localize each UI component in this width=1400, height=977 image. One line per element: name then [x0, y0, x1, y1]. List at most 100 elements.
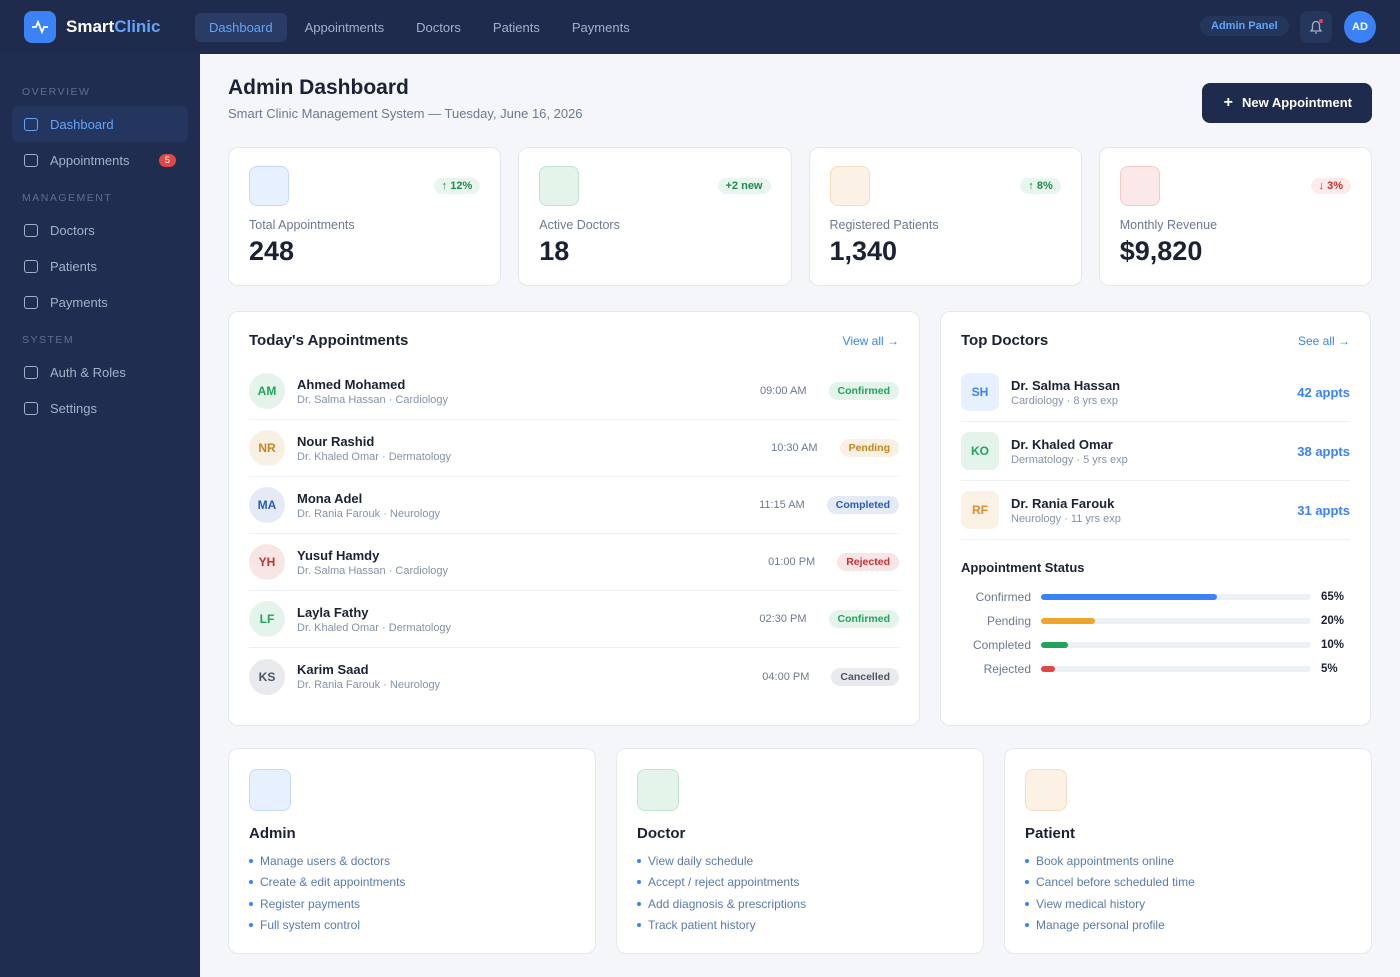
- role-feature: Track patient history: [637, 915, 963, 937]
- icon: [24, 153, 38, 167]
- section-title: MANAGEMENT: [22, 192, 113, 204]
- sidebar-group: MANAGEMENT Doctors Patients Payments: [0, 192, 200, 320]
- doctor-info: Dr. Salma Hassan Cardiology · 8 yrs exp: [1011, 378, 1120, 407]
- role-feature: Cancel before scheduled time: [1025, 872, 1351, 894]
- nav-link[interactable]: Doctors: [416, 20, 461, 35]
- doctor-row[interactable]: SH Dr. Salma Hassan Cardiology · 8 yrs exp…: [961, 363, 1350, 422]
- nav-link[interactable]: Patients: [492, 20, 540, 35]
- status-name: Pending: [986, 614, 1031, 628]
- badge: 5: [158, 153, 176, 167]
- appointment-row[interactable]: YH Yusuf Hamdy Dr. Salma Hassan · Cardiolo…: [249, 534, 899, 591]
- item-label: Dashboard: [50, 116, 114, 132]
- appointment-row[interactable]: AM Ahmed Mohamed Dr. Salma Hassan · Cardio…: [249, 363, 899, 420]
- sidebar-item[interactable]: Auth & Roles: [12, 354, 188, 390]
- doctor-row[interactable]: RF Dr. Rania Farouk Neurology · 11 yrs exp…: [961, 481, 1350, 540]
- appointment-row[interactable]: LF Layla Fathy Dr. Khaled Omar · Dermatolo…: [249, 591, 899, 648]
- stat-change: ↓ 3%: [1310, 178, 1351, 194]
- role-card: Admin Manage users & doctors Create & edit…: [228, 748, 596, 954]
- item-label: Payments: [50, 294, 108, 310]
- page-subtitle: Smart Clinic Management System — Tuesday…: [228, 106, 583, 121]
- doctor-appts: 31 appts: [1297, 502, 1350, 518]
- status-percent: 10%: [1321, 639, 1345, 651]
- patient-info: Yusuf Hamdy Dr. Salma Hassan · Cardiology: [297, 548, 448, 577]
- role-title: Patient: [1025, 825, 1076, 842]
- stat-icon: [829, 166, 870, 206]
- notifications[interactable]: [1300, 11, 1332, 43]
- patient-avatar: KS: [249, 658, 285, 695]
- appointment-detail: Dr. Salma Hassan · Cardiology: [297, 564, 449, 577]
- nav-link[interactable]: Dashboard: [195, 13, 287, 42]
- logo[interactable]: [24, 11, 56, 43]
- topbar: SmartClinic Dashboard Appointments Doctors…: [0, 0, 1400, 54]
- patient-avatar: AM: [249, 373, 285, 409]
- doctor-appts: 38 appts: [1297, 443, 1350, 459]
- role-feature: Manage personal profile: [1025, 915, 1351, 937]
- status-row: Pending 20%: [961, 609, 1350, 633]
- appointments-card: Today's Appointments View all → AM Ahmed M…: [228, 311, 920, 726]
- avatar[interactable]: AD: [1344, 11, 1376, 43]
- new-appointment[interactable]: + New Appointment: [1201, 83, 1372, 123]
- stat-card: ↑ 12% Total Appointments 248: [228, 147, 502, 286]
- sidebar-item[interactable]: Doctors: [12, 212, 188, 248]
- status-percent: 65%: [1321, 591, 1345, 603]
- status-bar: [1041, 642, 1068, 648]
- stat-change: +2 new: [717, 178, 771, 194]
- sidebar-item[interactable]: Appointments 5: [12, 142, 188, 178]
- role-feature: Full system control: [249, 915, 575, 937]
- item-label: Settings: [50, 400, 97, 416]
- role-title: Doctor: [637, 825, 686, 842]
- doctor-row[interactable]: KO Dr. Khaled Omar Dermatology · 5 yrs exp…: [961, 422, 1350, 481]
- status-pill: Pending: [839, 439, 899, 457]
- patient-info: Layla Fathy Dr. Khaled Omar · Dermatology: [297, 605, 451, 634]
- role-icon: [637, 769, 679, 811]
- appointment-time: 09:00 AM: [760, 385, 807, 397]
- brand-second: Clinic: [114, 17, 161, 36]
- status-percent: 20%: [1321, 615, 1345, 627]
- icon: [24, 223, 38, 237]
- role-card: Patient Book appointments online Cancel be…: [1004, 748, 1372, 954]
- admin-panel[interactable]: Admin Panel: [1200, 16, 1289, 36]
- doctor-name: Dr. Rania Farouk: [1011, 495, 1115, 511]
- sidebar-item[interactable]: Patients: [12, 248, 188, 284]
- appointment-row[interactable]: KS Karim Saad Dr. Rania Farouk · Neurology…: [249, 648, 899, 705]
- main: Admin Dashboard Smart Clinic Management …: [228, 76, 1372, 954]
- patient-avatar: LF: [249, 601, 285, 637]
- role-feature: Manage users & doctors: [249, 850, 575, 872]
- patient-info: Karim Saad Dr. Rania Farouk · Neurology: [297, 662, 440, 691]
- patient-name: Karim Saad: [297, 662, 369, 677]
- appointment-time: 11:15 AM: [759, 499, 805, 511]
- button-label: New Appointment: [1241, 95, 1352, 110]
- doctor-meta: Dermatology · 5 yrs exp: [1011, 453, 1128, 466]
- plus-icon: +: [1223, 94, 1233, 111]
- item-label: Patients: [50, 258, 97, 274]
- roles: Admin Manage users & doctors Create & edit…: [228, 748, 1372, 954]
- icon: [24, 117, 38, 131]
- doctor-meta: Cardiology · 8 yrs exp: [1011, 394, 1118, 407]
- nav-link[interactable]: Payments: [571, 20, 630, 35]
- sidebar-item[interactable]: Payments: [12, 284, 188, 320]
- view-all[interactable]: View all →: [842, 333, 899, 348]
- appointment-row[interactable]: NR Nour Rashid Dr. Khaled Omar · Dermatolo…: [249, 420, 899, 477]
- nav: Dashboard Appointments Doctors Patients Paym…: [195, 13, 644, 42]
- status-pill: Cancelled: [831, 667, 899, 686]
- status-pill: Rejected: [837, 553, 899, 571]
- status-percent: 5%: [1321, 663, 1338, 675]
- appointment-detail: Dr. Khaled Omar · Dermatology: [297, 621, 452, 634]
- doctor-avatar: RF: [961, 491, 999, 529]
- brand[interactable]: SmartClinic: [66, 17, 160, 37]
- sidebar-item[interactable]: Dashboard: [12, 106, 188, 142]
- status-bar: [1041, 594, 1217, 600]
- status-track: [1041, 666, 1311, 672]
- patient-name: Mona Adel: [297, 490, 363, 506]
- appointment-row[interactable]: MA Mona Adel Dr. Rania Farouk · Neurology 1…: [249, 477, 899, 534]
- patient-info: Nour Rashid Dr. Khaled Omar · Dermatology: [297, 434, 451, 463]
- nav-link[interactable]: Appointments: [304, 20, 385, 35]
- sidebar-group: OVERVIEW Dashboard Appointments 5: [0, 86, 200, 178]
- status-title: Appointment Status: [961, 560, 1085, 575]
- role-card: Doctor View daily schedule Accept / reject…: [616, 748, 984, 954]
- sidebar-group: SYSTEM Auth & Roles Settings: [0, 334, 200, 426]
- item-label: Auth & Roles: [50, 364, 126, 380]
- status-bar: [1041, 618, 1095, 624]
- see-all[interactable]: See all →: [1297, 333, 1350, 348]
- sidebar-item[interactable]: Settings: [12, 390, 188, 426]
